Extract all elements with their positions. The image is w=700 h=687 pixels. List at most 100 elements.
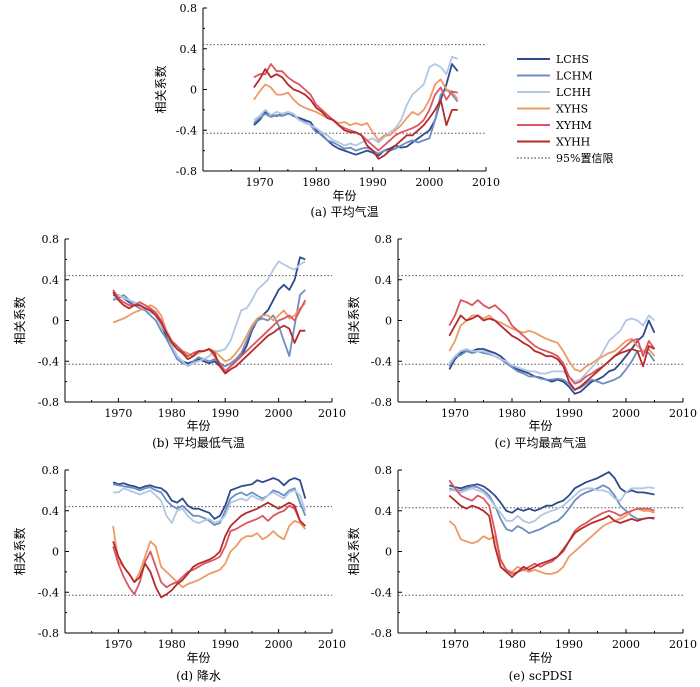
y-tick-label: -0.8 xyxy=(38,396,59,409)
x-tick-label: 1970 xyxy=(104,638,132,651)
x-tick-label: 1980 xyxy=(498,638,526,651)
y-tick-label: 0.8 xyxy=(180,2,198,15)
series-line-lchh xyxy=(449,486,655,524)
y-tick-label: 0.8 xyxy=(375,464,393,477)
y-tick-label: 0.8 xyxy=(42,464,60,477)
y-tick-label: 0.8 xyxy=(375,233,393,246)
x-tick-label: 2000 xyxy=(612,407,640,420)
x-tick-label: 1980 xyxy=(498,407,526,420)
chart-panel-5: -0.8 -0.4 0 0.4 0.8 1970 1980 1990 2000 2010 相关系数年… xyxy=(346,464,697,683)
x-tick-label: 1980 xyxy=(302,176,330,189)
series-line-xyhs xyxy=(253,78,459,142)
x-axis-label: 年份 xyxy=(332,189,356,203)
series-line-lchs xyxy=(112,477,307,520)
series-line-lchm xyxy=(448,484,655,535)
series-line-lchm xyxy=(112,483,307,526)
y-tick-label: 0 xyxy=(52,546,59,559)
legend-label: XYHS xyxy=(556,103,588,116)
y-tick-label: 0 xyxy=(190,84,197,97)
y-tick-label: 0.4 xyxy=(180,43,198,56)
series-line-xyhm xyxy=(112,504,306,596)
series-line-xyhs xyxy=(448,507,655,575)
series-line-lchm xyxy=(253,88,459,155)
y-axis-label: 相关系数 xyxy=(153,65,168,113)
y-tick-label: 0.4 xyxy=(375,274,393,287)
chart-panel-2: -0.8 -0.4 0 0.4 0.8 1970 1980 1990 2000 2010 相关系数年… xyxy=(12,233,346,450)
legend-label: XYHM xyxy=(556,119,592,132)
chart-panel-4: -0.8 -0.4 0 0.4 0.8 1970 1980 1990 2000 2010 相关系数年… xyxy=(12,464,346,683)
x-axis-label: 年份 xyxy=(186,651,210,665)
x-tick-label: 1980 xyxy=(158,638,186,651)
series-line-xyhs xyxy=(112,520,306,589)
y-tick-label: -0.4 xyxy=(371,586,392,599)
series-line-lchs xyxy=(449,471,655,514)
panel-caption: (d) 降水 xyxy=(176,669,221,683)
x-tick-label: 1990 xyxy=(555,407,583,420)
x-tick-label: 1970 xyxy=(104,407,132,420)
panel-caption: (b) 平均最低气温 xyxy=(152,435,245,450)
legend-label: LCHH xyxy=(556,86,591,99)
legend-label: XYHH xyxy=(556,136,590,149)
y-tick-label: -0.4 xyxy=(176,124,197,137)
legend-label: LCHM xyxy=(556,70,593,83)
x-tick-label: 1970 xyxy=(441,638,469,651)
y-tick-label: -0.4 xyxy=(371,355,392,368)
y-tick-label: 0 xyxy=(385,315,392,328)
series-line-lchs xyxy=(253,63,459,157)
panel-caption: (e) scPDSI xyxy=(509,669,573,683)
series-line-xyhs xyxy=(112,302,306,363)
y-tick-label: 0.8 xyxy=(42,233,60,246)
series-line-lchh xyxy=(448,314,656,383)
series-line-xyhh xyxy=(448,494,655,578)
series-line-xyhm xyxy=(253,63,458,152)
series-line-lchm xyxy=(448,350,656,391)
y-axis-label: 相关系数 xyxy=(346,296,361,344)
y-tick-label: 0 xyxy=(385,546,392,559)
chart-panel-1: -0.8 -0.4 0 0.4 0.8 1970 1980 1990 2000 2010 相关系数年… xyxy=(153,2,500,219)
y-axis-label: 相关系数 xyxy=(12,296,27,344)
series-line-xyhs xyxy=(448,314,656,373)
x-axis-label: 年份 xyxy=(528,651,552,665)
series-line-xyhm xyxy=(448,299,656,385)
y-tick-label: -0.4 xyxy=(38,586,59,599)
y-tick-label: -0.8 xyxy=(176,165,197,178)
legend-label: 95%置信限 xyxy=(556,152,613,165)
legend: LCHS LCHM LCHH XYHS XYHM XYHH 95%置信限 xyxy=(517,53,613,165)
y-axis-label: 相关系数 xyxy=(346,527,361,575)
panel-caption: (a) 平均气温 xyxy=(310,204,378,219)
y-axis-label: 相关系数 xyxy=(12,527,27,575)
series-line-xyhh xyxy=(112,291,306,375)
x-tick-label: 1990 xyxy=(211,638,239,651)
series-line-xyhh xyxy=(112,501,306,599)
series-line-xyhm xyxy=(448,479,655,575)
series-line-xyhh xyxy=(448,314,655,391)
y-tick-label: -0.8 xyxy=(38,627,59,640)
chart-panel-3: -0.8 -0.4 0 0.4 0.8 1970 1980 1990 2000 2010 相关系数年… xyxy=(346,233,697,450)
x-tick-label: 1990 xyxy=(555,638,583,651)
series-line-lchs xyxy=(448,319,656,395)
x-axis-label: 年份 xyxy=(186,419,210,433)
x-tick-label: 1980 xyxy=(158,407,186,420)
y-tick-label: 0.4 xyxy=(42,505,60,518)
y-tick-label: 0 xyxy=(52,315,59,328)
x-tick-label: 2010 xyxy=(318,638,346,651)
y-tick-label: 0.4 xyxy=(375,505,393,518)
x-tick-label: 1990 xyxy=(359,176,387,189)
x-tick-label: 1970 xyxy=(441,407,469,420)
x-tick-label: 2000 xyxy=(612,638,640,651)
series-line-lchh xyxy=(112,260,306,368)
series-line-lchh xyxy=(253,56,458,147)
y-tick-label: 0.4 xyxy=(42,274,60,287)
x-tick-label: 2000 xyxy=(415,176,443,189)
series-line-lchs xyxy=(113,256,306,373)
y-tick-label: -0.8 xyxy=(371,627,392,640)
x-axis-label: 年份 xyxy=(528,419,552,433)
series-line-lchh xyxy=(113,487,307,524)
x-tick-label: 2010 xyxy=(669,638,697,651)
legend-label: LCHS xyxy=(556,53,589,66)
series-line-xyhh xyxy=(253,68,458,160)
x-tick-label: 2010 xyxy=(472,176,500,189)
y-tick-label: -0.4 xyxy=(38,355,59,368)
x-tick-label: 2010 xyxy=(318,407,346,420)
x-tick-label: 2000 xyxy=(265,407,293,420)
